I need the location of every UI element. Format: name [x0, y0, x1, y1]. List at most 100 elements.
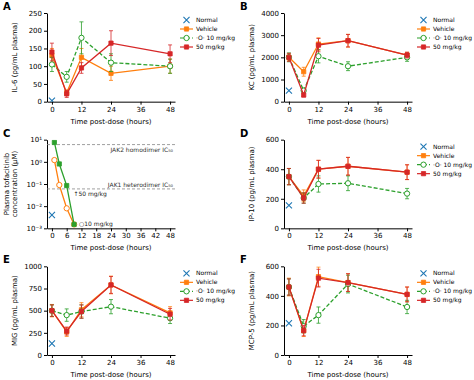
y-tick: 150	[29, 45, 47, 53]
legend-marker	[421, 154, 425, 158]
y-tick-mark	[281, 199, 284, 200]
y-tick: 250	[29, 10, 47, 18]
error-bar	[109, 300, 113, 314]
y-axis: 02505007501000	[24, 263, 47, 360]
x-tick: 48	[403, 228, 412, 240]
series	[50, 277, 172, 336]
legend-label: ·O· 10 mg/kg	[196, 34, 235, 42]
legend-item: ·O· 10 mg/kg	[417, 34, 472, 42]
x-axis-title: Time post-dose (hours)	[306, 244, 388, 252]
legend-label: 50 mg/kg	[196, 296, 225, 304]
panel: 061218243036424810⁻³10⁻²10⁻¹10⁰10¹JAK2 h…	[3, 128, 176, 253]
legend-item: 50 mg/kg	[417, 170, 462, 178]
error-bar	[346, 34, 350, 47]
x-tick: 12	[315, 102, 324, 114]
point	[286, 320, 292, 326]
legend-item: 50 mg/kg	[180, 296, 225, 304]
series-line	[52, 38, 170, 77]
y-tick-mark	[281, 325, 284, 326]
x-tick-label: 36	[137, 359, 146, 367]
x-tick-label: 0	[50, 232, 54, 240]
point	[65, 92, 69, 96]
reference-line-label: JAK2 homodimer IC₅₀	[109, 146, 173, 154]
series-line	[289, 277, 407, 331]
y-axis-line	[284, 267, 285, 356]
point	[52, 157, 57, 162]
point	[404, 304, 409, 309]
point	[79, 309, 84, 314]
y-tick: 10¹	[30, 136, 47, 144]
series-line	[289, 177, 407, 198]
x-axis-title: Time post-dose (hours)	[306, 371, 388, 379]
point	[316, 167, 320, 171]
error-bar	[346, 35, 350, 47]
x-tick-label: 0	[287, 359, 291, 367]
y-axis-title-line: IL-6 (pg/mL plasma)	[11, 22, 19, 92]
y-tick: 4000	[261, 10, 284, 18]
legend-label: Vehicle	[433, 278, 455, 285]
error-bar	[302, 325, 306, 335]
point	[345, 64, 350, 69]
y-axis-title: KC (pg/mL plasma)	[248, 24, 256, 91]
y-tick-label: 600	[266, 263, 279, 271]
y-tick: 200	[266, 322, 284, 330]
error-bar	[168, 308, 172, 320]
text-layer: JAK2 homodimer IC₅₀ JAK1 heterodimer IC₅₀…	[3, 128, 174, 253]
y-tick: 10⁻²	[27, 203, 47, 211]
legend-marker	[421, 172, 425, 176]
legend-marker	[184, 280, 188, 284]
y-axis-title: MCP-5 (pg/mL plasma)	[248, 271, 256, 351]
y-tick-mark	[281, 169, 284, 170]
legend: NormalVehicle·O· 10 mg/kg50 mg/kg	[417, 143, 472, 178]
x-tick-mark	[111, 228, 112, 231]
point	[405, 292, 409, 296]
y-tick-label: 10¹	[30, 136, 42, 144]
error-bar	[109, 277, 113, 294]
x-tick-label: 12	[315, 106, 324, 114]
y-axis-title-line: concentration (μM)	[11, 150, 19, 217]
series	[287, 35, 409, 98]
point	[49, 62, 54, 67]
y-axis-title: Plasma tofacitinibconcentration (μM)	[3, 150, 19, 217]
x-tick-mark	[407, 228, 408, 231]
y-tick-mark	[44, 311, 47, 312]
y-axis: 050100150200250	[29, 10, 48, 107]
point	[49, 212, 55, 218]
y-tick-mark	[281, 102, 284, 103]
x-tick-label: 48	[166, 359, 175, 367]
reference-line-label: JAK1 heterodimer IC₅₀	[107, 181, 174, 189]
y-tick-label: 750	[29, 285, 42, 293]
y-tick-mark	[281, 355, 284, 356]
legend-label: 50 mg/kg	[433, 170, 462, 178]
point	[167, 64, 172, 69]
plot-area	[286, 34, 410, 97]
x-tick-mark	[126, 228, 127, 231]
y-axis-line	[284, 140, 285, 229]
point	[404, 191, 409, 196]
x-tick-label: 30	[122, 232, 131, 240]
x-tick: 24	[107, 102, 116, 114]
error-bar	[168, 45, 172, 63]
x-axis-title: Time post-dose (hours)	[69, 118, 151, 126]
y-tick: 1000	[261, 76, 284, 84]
point	[287, 55, 291, 59]
x-tick-mark	[81, 228, 82, 231]
y-axis: 01000200030004000	[261, 10, 284, 107]
y-tick: 750	[29, 285, 47, 293]
x-tick-label: 12	[78, 232, 87, 240]
legend-label: 50 mg/kg	[196, 43, 225, 51]
legend-marker	[184, 27, 188, 31]
series	[287, 34, 409, 76]
point	[49, 98, 55, 102]
panel-title: C	[3, 128, 10, 139]
point	[65, 183, 69, 187]
x-tick-label: 18	[92, 232, 101, 240]
legend-label: Normal	[433, 269, 455, 276]
point	[287, 55, 291, 59]
point	[345, 181, 350, 186]
point	[346, 39, 350, 43]
y-tick-label: 0	[275, 225, 279, 233]
y-axis-title-line: IP-10 (pg/mL plasma)	[248, 146, 256, 221]
x-tick-label: 48	[166, 232, 175, 240]
y-tick: 2000	[261, 54, 284, 62]
